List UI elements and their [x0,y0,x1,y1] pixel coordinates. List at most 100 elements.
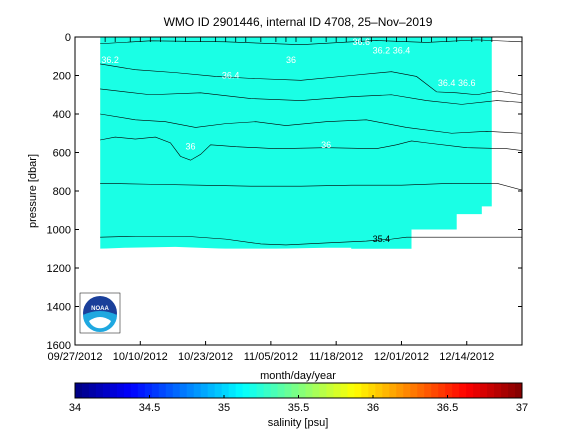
colorbar-cell [508,383,516,398]
colorbar-cell [284,383,293,398]
colorbar-cell [109,383,118,398]
colorbar-cell [242,383,251,398]
colorbar-cell [102,383,111,398]
colorbar-tick-label: 35 [218,402,230,414]
colorbar-cell [410,383,418,398]
colorbar-cell [144,383,153,398]
colorbar-cell [228,383,237,398]
colorbar-cell [452,383,460,398]
colorbar-tick-label: 36 [367,402,379,414]
colorbar-cell [494,383,502,398]
colorbar-cell [256,383,265,398]
contour-label: 36.2 [373,45,391,55]
contour-label: 36.4 [438,78,456,88]
colorbar-cell [200,383,209,398]
colorbar-cell [298,383,306,398]
colorbar-cell [515,383,523,398]
colorbar-cell [368,383,376,398]
x-tick-label: 10/23/2012 [178,351,233,363]
salinity-band-35.2 [100,37,522,249]
colorbar-cell [473,383,481,398]
y-tick-label: 1000 [47,225,71,237]
colorbar-cell [361,383,369,398]
colorbar-cell [179,383,188,398]
y-axis-label: pressure [dbar] [27,154,39,228]
y-tick-label: 600 [53,148,71,160]
colorbar-cell [81,383,90,398]
colorbar-cell [130,383,139,398]
colorbar-cell [340,383,348,398]
y-tick-label: 800 [53,186,71,198]
contour-35.6 [100,183,522,191]
salinity-band-36.8 [100,33,522,37]
contour-36.4 [100,63,522,96]
colorbar-cell [403,383,411,398]
contour-label: 36.6 [458,78,476,88]
colorbar-cell [347,383,355,398]
contour-36.6 [100,39,522,46]
colorbar-cell [438,383,446,398]
colorbar-tick-label: 34.5 [139,402,160,414]
colorbar-cell [312,383,320,398]
noaa-logo: NOAA [79,292,121,334]
colorbar-cell [431,383,439,398]
colorbar-cell [123,383,132,398]
colorbar-cell [382,383,390,398]
colorbar-cell [151,383,160,398]
x-axis-label: month/day/year [260,370,336,382]
contour-label: 36 [286,55,296,65]
y-tick-label: 1200 [47,263,71,275]
colorbar-label: salinity [psu] [268,417,329,429]
colorbar-cell [319,383,327,398]
colorbar-cell [88,383,97,398]
contour-36.0 [100,113,522,134]
colorbar-cell [466,383,474,398]
colorbar-cell [186,383,195,398]
colorbar-cell [459,383,467,398]
colorbar-cell [235,383,244,398]
colorbar-cell [389,383,397,398]
colorbar-cell [263,383,272,398]
x-tick-label: 12/01/2012 [374,351,429,363]
colorbar-cell [291,383,299,398]
colorbar-tick-label: 36.5 [437,402,458,414]
y-tick-label: 0 [65,32,71,44]
no-data-right [491,37,522,345]
colorbar-cell [487,383,495,398]
contour-36.2 [100,88,522,105]
colorbar-cell [501,383,509,398]
colorbar-tick-label: 35.5 [288,402,309,414]
colorbar-cell [305,383,313,398]
colorbar-cell [396,383,404,398]
colorbar-cell [249,383,258,398]
chart-title: WMO ID 2901446, internal ID 4708, 25–Nov… [164,15,433,29]
colorbar-cell [424,383,432,398]
x-tick-label: 11/18/2012 [309,351,363,363]
x-tick-label: 10/10/2012 [113,351,168,363]
colorbar-cell [326,383,334,398]
colorbar-cell [207,383,216,398]
x-tick-label: 12/14/2012 [439,351,494,363]
colorbar-cell [95,383,104,398]
y-tick-label: 200 [53,71,71,83]
colorbar-cell [116,383,125,398]
colorbar-cell [333,383,341,398]
colorbar-cell [417,383,425,398]
colorbar-cell [221,383,230,398]
colorbar-cell [480,383,488,398]
contour-label: 35.4 [373,234,391,244]
y-tick-label: 1400 [47,302,71,314]
noaa-logo-text: NOAA [91,306,109,312]
x-tick-label: 11/05/2012 [244,351,298,363]
contour-label: 36.2 [101,55,119,65]
contour-label: 36 [186,142,196,152]
colorbar-cell [354,383,362,398]
colorbar-cell [375,383,383,398]
y-tick-label: 400 [53,109,71,121]
colorbar-cell [172,383,181,398]
colorbar-cell [445,383,453,398]
no-data-mask [75,37,522,345]
contour-label: 36.4 [393,45,411,55]
colorbar-cell [165,383,174,398]
